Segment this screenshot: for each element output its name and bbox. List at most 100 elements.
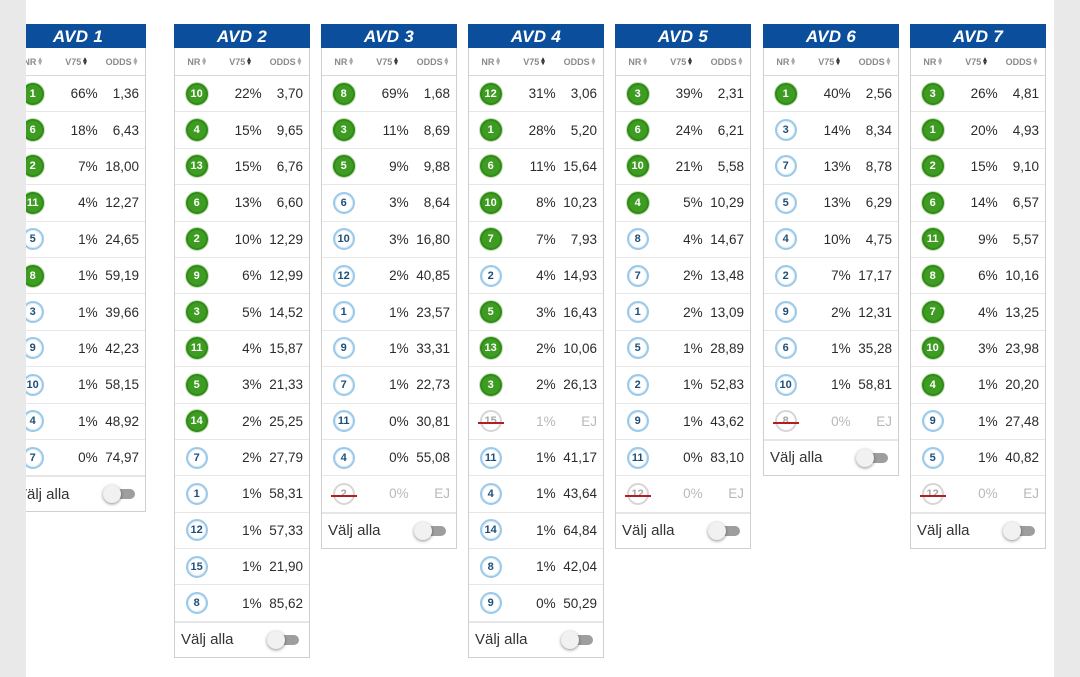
- horse-number-button[interactable]: 6: [185, 191, 208, 214]
- horse-row[interactable]: 11 4% 15,87: [175, 331, 309, 368]
- horse-number-button[interactable]: 13: [479, 337, 502, 360]
- horse-row[interactable]: 5 1% 24,65: [26, 222, 145, 258]
- horse-row[interactable]: 6 13% 6,60: [175, 185, 309, 222]
- horse-row[interactable]: 7 0% 74,97: [26, 440, 145, 477]
- sort-v75-header[interactable]: V75 ▴ ▾: [218, 48, 261, 75]
- horse-row[interactable]: 4 0% 55,08: [322, 440, 456, 477]
- sort-nr-header[interactable]: NR ▴ ▾: [26, 48, 54, 75]
- sort-nr-header[interactable]: NR ▴ ▾: [175, 48, 218, 75]
- select-all-toggle[interactable]: [561, 630, 595, 649]
- horse-number-button[interactable]: 1: [626, 301, 649, 324]
- horse-row[interactable]: 2 10% 12,29: [175, 222, 309, 258]
- horse-row[interactable]: 7 7% 7,93: [469, 222, 603, 258]
- horse-number-button[interactable]: 3: [626, 82, 649, 105]
- sort-odds-header[interactable]: ODDS ▴ ▾: [998, 48, 1045, 75]
- horse-number-button[interactable]: 8: [626, 228, 649, 251]
- horse-number-button[interactable]: 10: [626, 155, 649, 178]
- sort-odds-header[interactable]: ODDS ▴ ▾: [851, 48, 898, 75]
- horse-row[interactable]: 4 1% 43,64: [469, 476, 603, 513]
- horse-row[interactable]: 10 1% 58,81: [764, 367, 898, 404]
- horse-row[interactable]: 1 1% 58,31: [175, 476, 309, 513]
- horse-number-button[interactable]: 9: [921, 410, 944, 433]
- horse-number-button[interactable]: 8: [332, 82, 355, 105]
- horse-number-button[interactable]: 7: [185, 446, 208, 469]
- horse-row[interactable]: 8 0% EJ: [764, 404, 898, 440]
- horse-row[interactable]: 8 1% 85,62: [175, 585, 309, 622]
- sort-v75-header[interactable]: V75 ▴ ▾: [807, 48, 850, 75]
- horse-row[interactable]: 2 0% EJ: [322, 476, 456, 513]
- horse-number-button[interactable]: 11: [185, 337, 208, 360]
- horse-row[interactable]: 10 8% 10,23: [469, 185, 603, 222]
- horse-row[interactable]: 1 40% 2,56: [764, 76, 898, 113]
- horse-number-button[interactable]: 10: [774, 373, 797, 396]
- select-all-toggle[interactable]: [1003, 521, 1037, 540]
- horse-number-button[interactable]: 4: [332, 446, 355, 469]
- horse-number-button[interactable]: 11: [921, 228, 944, 251]
- select-all-toggle[interactable]: [414, 521, 448, 540]
- horse-number-button[interactable]: 7: [332, 373, 355, 396]
- sort-odds-header[interactable]: ODDS ▴ ▾: [703, 48, 750, 75]
- horse-number-button[interactable]: 3: [479, 373, 502, 396]
- horse-row[interactable]: 13 2% 10,06: [469, 331, 603, 368]
- horse-row[interactable]: 8 1% 42,04: [469, 549, 603, 586]
- horse-number-button[interactable]: 12: [332, 264, 355, 287]
- horse-row[interactable]: 6 11% 15,64: [469, 149, 603, 186]
- horse-row[interactable]: 10 3% 16,80: [322, 222, 456, 258]
- horse-row[interactable]: 15 1% 21,90: [175, 549, 309, 586]
- sort-nr-header[interactable]: NR ▴ ▾: [322, 48, 365, 75]
- horse-row[interactable]: 5 9% 9,88: [322, 149, 456, 186]
- horse-row[interactable]: 7 1% 22,73: [322, 367, 456, 404]
- sort-v75-header[interactable]: V75 ▴ ▾: [954, 48, 997, 75]
- horse-row[interactable]: 11 9% 5,57: [911, 222, 1045, 258]
- horse-number-button[interactable]: 9: [26, 337, 44, 360]
- horse-row[interactable]: 9 1% 42,23: [26, 331, 145, 368]
- horse-row[interactable]: 5 3% 21,33: [175, 367, 309, 404]
- horse-number-button[interactable]: 8: [26, 264, 44, 287]
- horse-row[interactable]: 6 24% 6,21: [616, 112, 750, 149]
- horse-row[interactable]: 11 0% 30,81: [322, 404, 456, 440]
- horse-row[interactable]: 8 4% 14,67: [616, 222, 750, 258]
- horse-number-button[interactable]: 4: [921, 373, 944, 396]
- horse-number-button[interactable]: 8: [479, 555, 502, 578]
- horse-number-button[interactable]: 2: [626, 373, 649, 396]
- horse-row[interactable]: 7 2% 27,79: [175, 440, 309, 477]
- horse-row[interactable]: 2 7% 18,00: [26, 149, 145, 186]
- horse-number-button[interactable]: 14: [185, 410, 208, 433]
- horse-row[interactable]: 2 15% 9,10: [911, 149, 1045, 186]
- sort-odds-header[interactable]: ODDS ▴ ▾: [262, 48, 309, 75]
- horse-number-button[interactable]: 8: [185, 592, 208, 615]
- horse-row[interactable]: 8 69% 1,68: [322, 76, 456, 113]
- horse-number-button[interactable]: 1: [479, 119, 502, 142]
- horse-row[interactable]: 4 1% 48,92: [26, 404, 145, 440]
- sort-nr-header[interactable]: NR ▴ ▾: [469, 48, 512, 75]
- horse-number-button[interactable]: 5: [26, 228, 44, 251]
- horse-number-button[interactable]: 11: [479, 446, 502, 469]
- horse-row[interactable]: 11 0% 83,10: [616, 440, 750, 477]
- horse-row[interactable]: 7 4% 13,25: [911, 294, 1045, 331]
- horse-row[interactable]: 3 39% 2,31: [616, 76, 750, 113]
- horse-number-button[interactable]: 5: [332, 155, 355, 178]
- horse-row[interactable]: 3 1% 39,66: [26, 294, 145, 331]
- horse-row[interactable]: 13 15% 6,76: [175, 149, 309, 186]
- horse-row[interactable]: 5 1% 28,89: [616, 331, 750, 368]
- horse-row[interactable]: 11 4% 12,27: [26, 185, 145, 222]
- horse-number-button[interactable]: 5: [921, 446, 944, 469]
- horse-number-button[interactable]: 3: [921, 82, 944, 105]
- select-all-toggle[interactable]: [267, 630, 301, 649]
- horse-row[interactable]: 1 1% 23,57: [322, 294, 456, 331]
- horse-row[interactable]: 6 18% 6,43: [26, 112, 145, 149]
- horse-number-button[interactable]: 9: [626, 410, 649, 433]
- horse-row[interactable]: 1 20% 4,93: [911, 112, 1045, 149]
- horse-row[interactable]: 15 1% EJ: [469, 404, 603, 440]
- horse-row[interactable]: 11 1% 41,17: [469, 440, 603, 477]
- horse-number-button[interactable]: 5: [185, 373, 208, 396]
- horse-number-button[interactable]: 9: [332, 337, 355, 360]
- horse-number-button[interactable]: 7: [626, 264, 649, 287]
- horse-number-button[interactable]: 7: [774, 155, 797, 178]
- horse-row[interactable]: 8 1% 59,19: [26, 258, 145, 295]
- horse-number-button[interactable]: 10: [921, 337, 944, 360]
- horse-number-button[interactable]: 2: [479, 264, 502, 287]
- horse-row[interactable]: 5 1% 40,82: [911, 440, 1045, 477]
- horse-row[interactable]: 9 6% 12,99: [175, 258, 309, 295]
- horse-row[interactable]: 3 2% 26,13: [469, 367, 603, 404]
